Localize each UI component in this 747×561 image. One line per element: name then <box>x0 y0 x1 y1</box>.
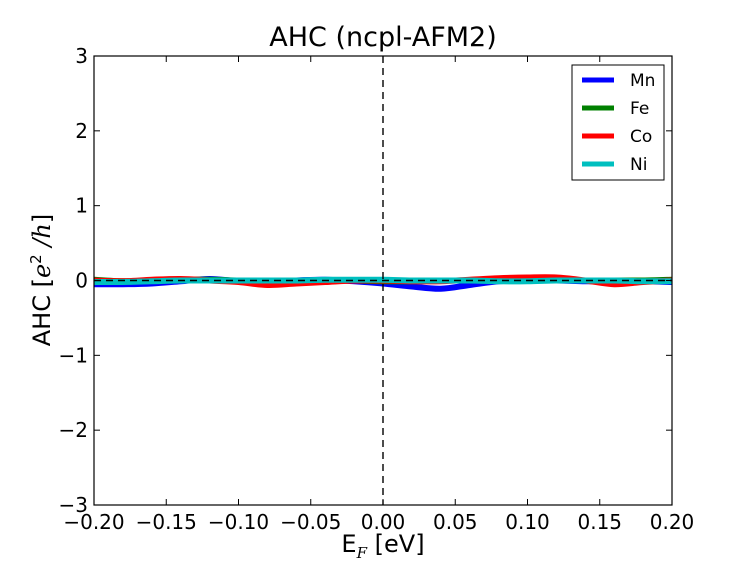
legend-box <box>571 64 665 181</box>
y-axis-label-prefix: AHC [ <box>28 278 56 346</box>
y-tick-label: 1 <box>75 194 88 218</box>
y-axis-label-e: e <box>28 264 56 278</box>
x-tick-label: 0.20 <box>650 510 695 534</box>
x-tick-label: 0.00 <box>361 510 406 534</box>
y-tick-label: −1 <box>59 343 88 367</box>
y-tick-label: −3 <box>59 493 88 517</box>
y-axis-label-suffix: ] <box>28 214 56 223</box>
y-tick-label: 3 <box>75 44 88 68</box>
legend-label-mn: Mn <box>630 71 655 91</box>
x-tick-label: 0.05 <box>433 510 478 534</box>
x-tick-label: −0.15 <box>136 510 197 534</box>
chart-title: AHC (ncpl-AFM2) <box>269 22 497 53</box>
y-tick-label: 2 <box>75 119 88 143</box>
legend-items: Mn Fe Co Ni <box>582 71 655 175</box>
x-tick-label: −0.20 <box>63 510 124 534</box>
x-tick-label: 0.15 <box>577 510 622 534</box>
x-tick-label: 0.10 <box>505 510 550 534</box>
x-tick-label: −0.05 <box>280 510 341 534</box>
legend: Mn Fe Co Ni <box>571 64 665 181</box>
x-axis-label: EF [eV] <box>341 530 424 561</box>
x-axis-label-unit: [eV] <box>367 530 425 558</box>
y-tick-label: −2 <box>59 418 88 442</box>
legend-label-fe: Fe <box>630 99 649 119</box>
x-axis-label-subscript: F <box>356 544 368 561</box>
y-tick-label: 0 <box>75 269 88 293</box>
x-tick-label: −0.10 <box>208 510 269 534</box>
y-axis-label-superscript: 2 <box>27 254 45 264</box>
reference-lines <box>94 56 672 505</box>
axis-ticks: −0.20 −0.15 −0.10 −0.05 0.00 0.05 0.10 0.15 0.20… <box>59 44 695 534</box>
y-axis-label: AHC [e2 /h] <box>27 214 56 347</box>
x-axis-label-base: E <box>341 530 356 558</box>
y-axis-label-h: /h <box>28 223 56 254</box>
legend-label-ni: Ni <box>630 155 647 175</box>
legend-label-co: Co <box>630 127 652 147</box>
